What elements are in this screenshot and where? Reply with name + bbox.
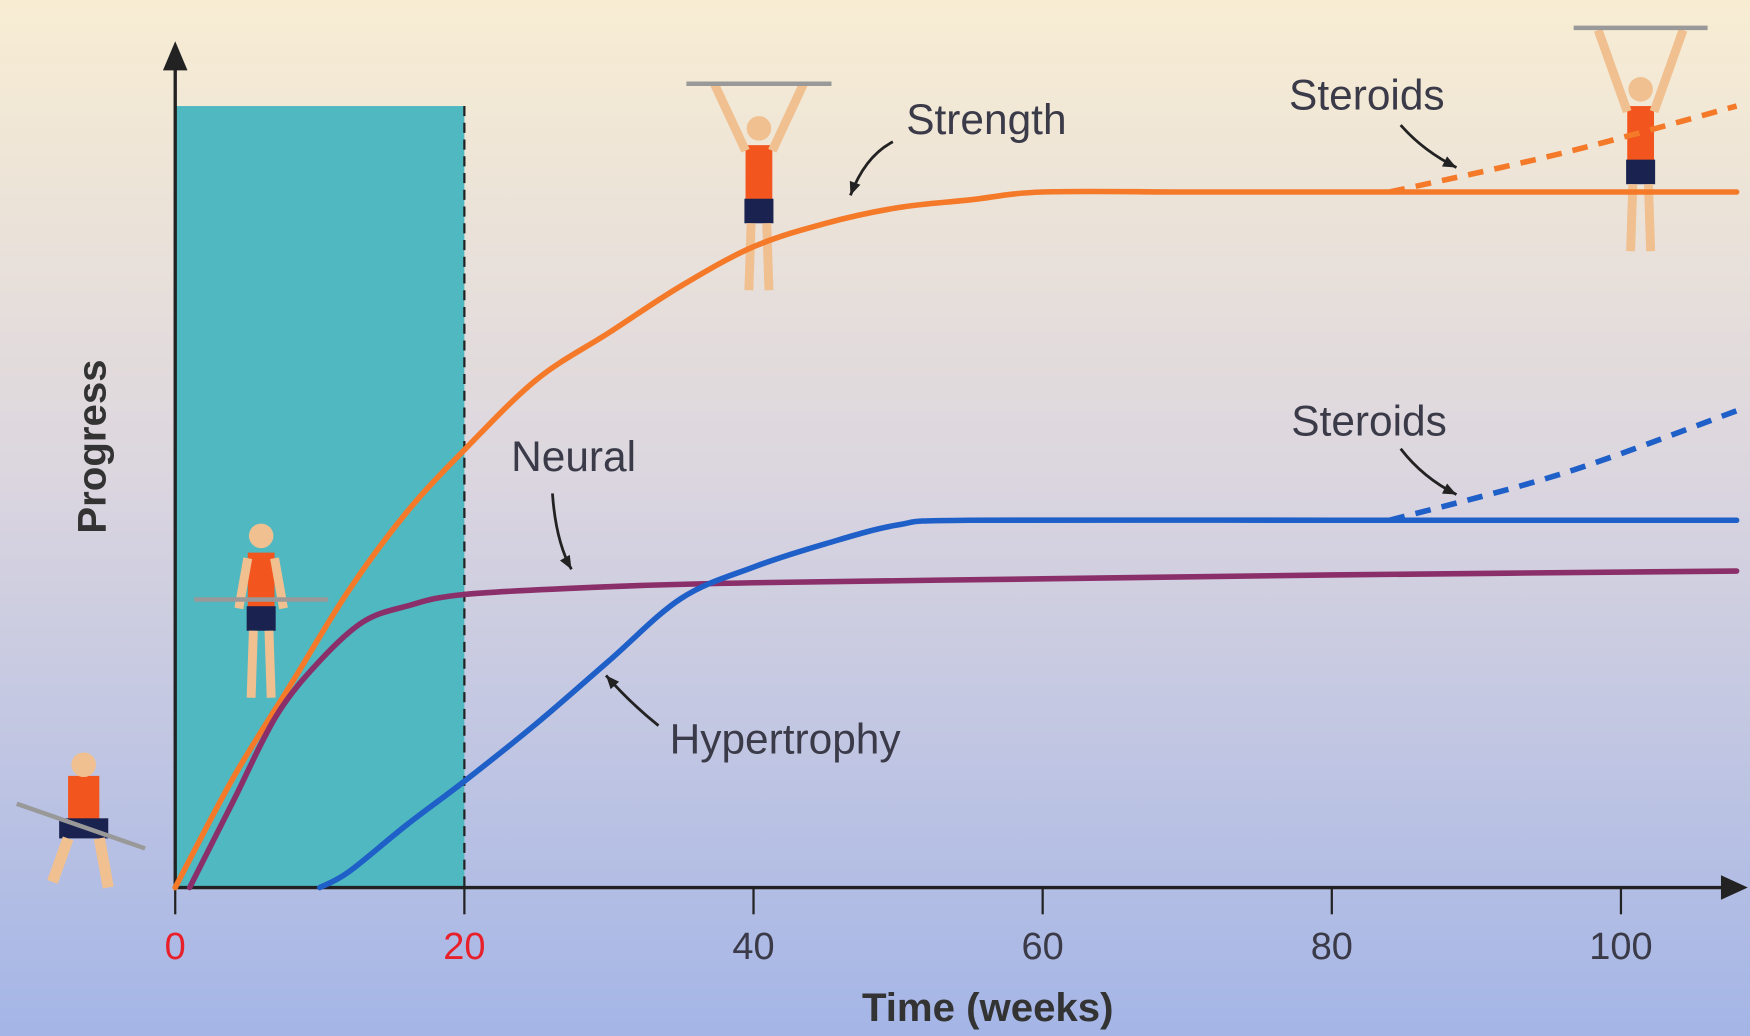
series-label: Steroids (1291, 397, 1447, 444)
x-tick-label: 40 (732, 926, 774, 968)
x-tick-label: 20 (443, 926, 485, 968)
chart: 0 20 40 60 80 100 Strength Neural Hypertrophy Ste… (0, 0, 1750, 1036)
series-label: Steroids (1289, 71, 1445, 118)
y-axis-title: Progress (69, 359, 114, 533)
x-tick-label: 0 (165, 926, 186, 968)
series-label: Neural (511, 433, 636, 480)
x-tick-label: 80 (1311, 926, 1353, 968)
x-tick-label: 60 (1022, 926, 1064, 968)
series-label: Strength (906, 96, 1066, 143)
x-axis-title: Time (weeks) (862, 985, 1114, 1030)
series-label: Hypertrophy (670, 716, 902, 763)
page: {"chart_data": {"type": "line", "xlabel"… (0, 0, 1750, 1036)
x-tick-label: 100 (1589, 926, 1652, 968)
